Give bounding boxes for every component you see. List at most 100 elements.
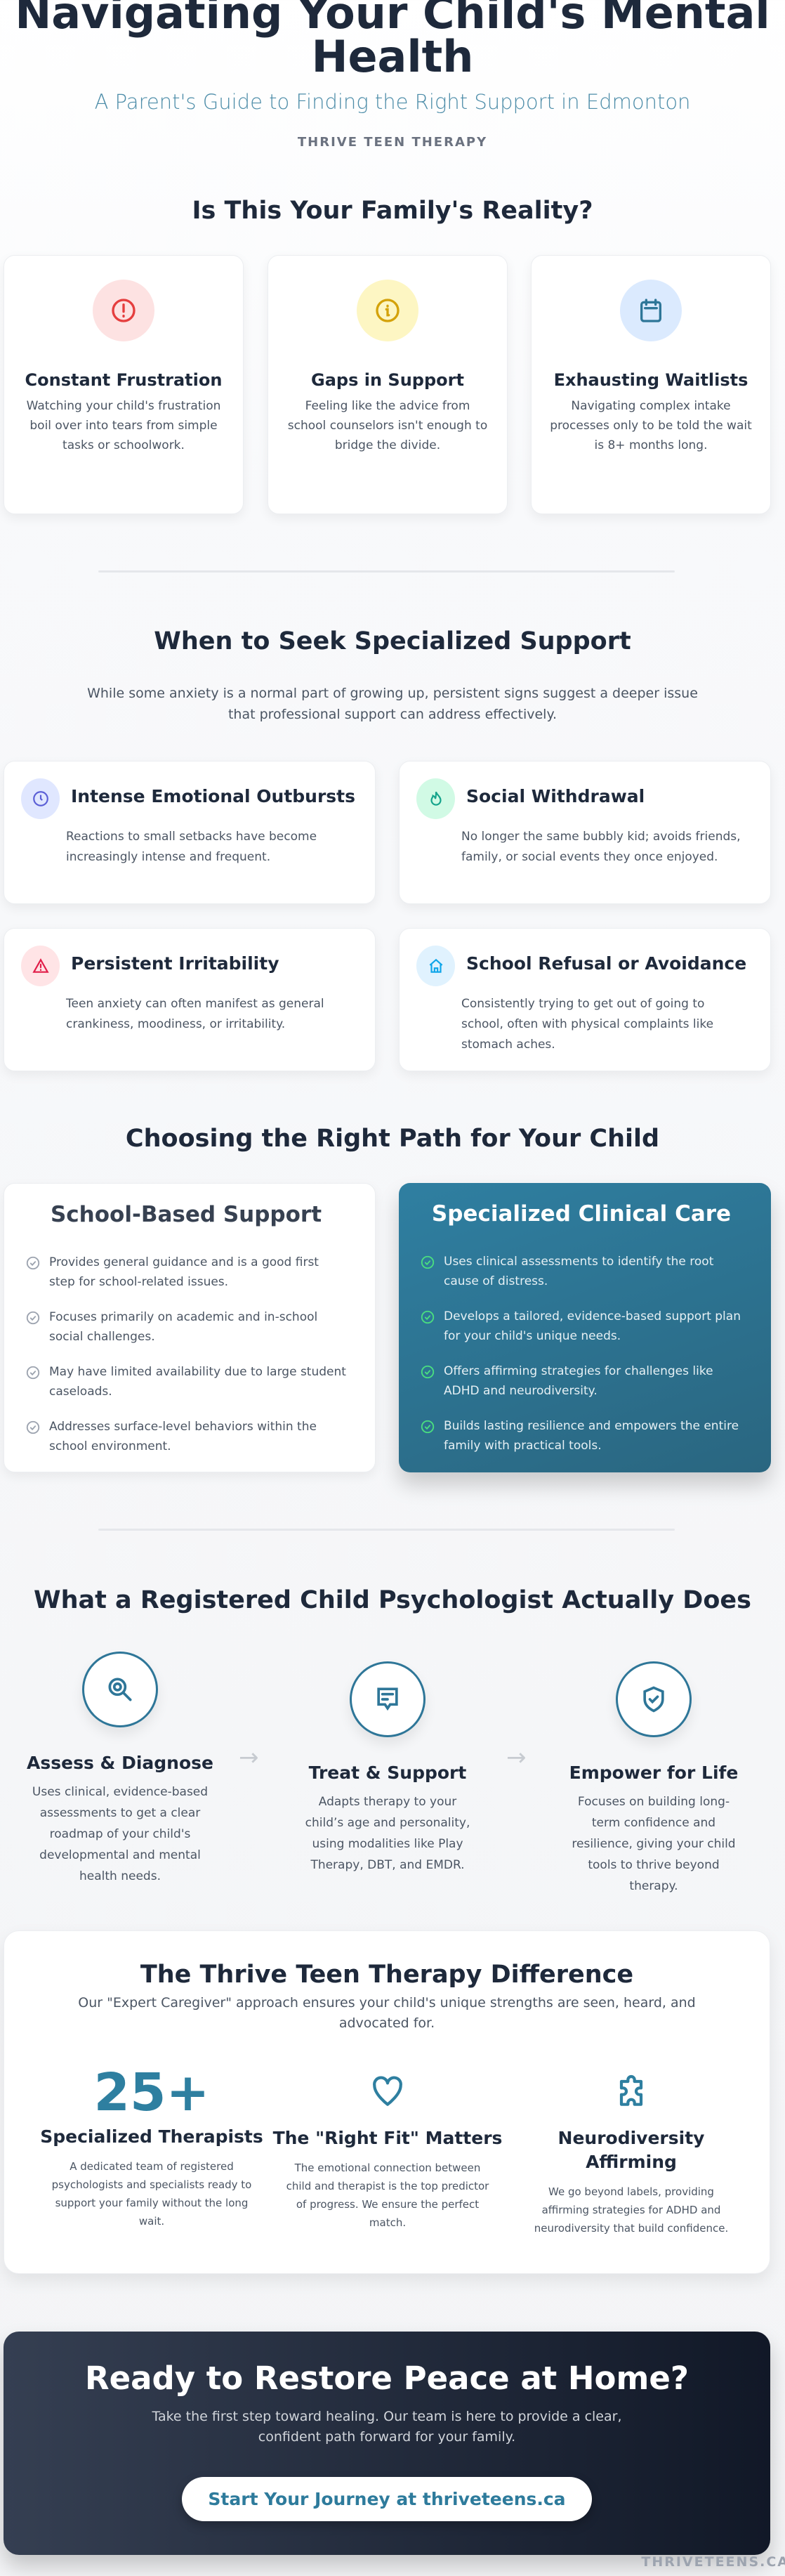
arrow-right-icon: → (239, 1744, 259, 1772)
list-item-text: Develops a tailored, evidence-based supp… (444, 1309, 741, 1343)
info-circle-icon (357, 280, 418, 341)
card-text: Feeling like the advice from school coun… (287, 399, 488, 452)
card-text: Watching your child's frustration boil o… (26, 399, 221, 452)
card-title: Social Withdrawal (466, 786, 645, 806)
card-text: Teen anxiety can often manifest as gener… (66, 997, 324, 1031)
list-item: Addresses surface-level behaviors within… (25, 1417, 347, 1456)
reality-card-gaps: Gaps in Support Feeling like the advice … (268, 255, 508, 514)
difference-card: The Thrive Teen Therapy Difference Our "… (4, 1930, 770, 2274)
step-text: Adapts therapy to your child’s age and p… (305, 1795, 470, 1872)
school-support-card: School-Based Support Provides general gu… (4, 1183, 376, 1472)
list-item: Develops a tailored, evidence-based supp… (420, 1307, 743, 1346)
step-title: Assess & Diagnose (27, 1753, 213, 1773)
check-circle-icon (26, 1366, 40, 1380)
card-title: School Refusal or Avoidance (466, 953, 747, 974)
card-text: Navigating complex intake processes only… (550, 399, 752, 452)
feature-text: We go beyond labels, providing affirming… (534, 2185, 729, 2235)
signs-heading: When to Seek Specialized Support (154, 627, 631, 655)
check-circle-icon (26, 1256, 40, 1270)
list-item-text: May have limited availability due to lar… (49, 1365, 346, 1399)
start-journey-button[interactable]: Start Your Journey at thriveteens.ca (182, 2477, 592, 2521)
list-item-text: Uses clinical assessments to identify th… (444, 1255, 714, 1288)
page-subtitle: A Parent's Guide to Finding the Right Su… (94, 90, 691, 114)
check-circle-icon (421, 1420, 435, 1434)
card-title: Gaps in Support (311, 370, 464, 390)
stat-value: 25+ (93, 2062, 210, 2123)
card-title: Persistent Irritability (71, 953, 279, 974)
card-title: Specialized Clinical Care (431, 1201, 732, 1227)
page-title: Navigating Your Child's Mental Health (15, 0, 770, 82)
shield-check-icon (616, 1661, 692, 1737)
check-circle-icon (26, 1420, 40, 1434)
check-circle-icon (421, 1365, 435, 1379)
card-title: Constant Frustration (25, 370, 223, 390)
feature-therapists: 25+ Specialized Therapists A dedicated t… (32, 2065, 271, 2230)
cta-banner: Ready to Restore Peace at Home? Take the… (4, 2332, 770, 2555)
feature-title: The "Right Fit" Matters (272, 2128, 503, 2148)
chat-icon (350, 1661, 426, 1737)
brand-label: THRIVE TEEN THERAPY (297, 135, 488, 150)
card-text: No longer the same bubbly kid; avoids fr… (461, 830, 741, 864)
flame-icon (416, 778, 455, 819)
check-circle-icon (421, 1310, 435, 1324)
reality-card-waitlists: Exhausting Waitlists Navigating complex … (531, 255, 771, 514)
puzzle-icon (512, 2072, 751, 2114)
feature-right-fit: The "Right Fit" Matters The emotional co… (268, 2072, 507, 2232)
search-icon (82, 1652, 158, 1727)
list-item: Builds lasting resilience and empowers t… (420, 1416, 743, 1456)
cta-text: Take the first step toward healing. Our … (152, 2409, 622, 2445)
list-item-text: Offers affirming strategies for challeng… (444, 1364, 713, 1398)
list-item-text: Provides general guidance and is a good … (49, 1255, 319, 1289)
list-item: Offers affirming strategies for challeng… (420, 1361, 743, 1401)
section-divider (98, 570, 675, 573)
list-item: Uses clinical assessments to identify th… (420, 1252, 743, 1291)
list-item-text: Addresses surface-level behaviors within… (49, 1420, 317, 1453)
difference-heading: The Thrive Teen Therapy Difference (140, 1961, 634, 1989)
list-item: Focuses primarily on academic and in-sch… (25, 1307, 347, 1347)
section-divider (98, 1529, 675, 1531)
calendar-icon (620, 280, 682, 341)
feature-title: Neurodiversity Affirming (558, 2128, 705, 2172)
difference-subtitle: Our "Expert Caregiver" approach ensures … (78, 1995, 696, 2031)
step-title: Treat & Support (308, 1763, 467, 1783)
clock-icon (21, 778, 60, 819)
step-text: Focuses on building long-term confidence… (572, 1795, 736, 1893)
steps-heading: What a Registered Child Psychologist Act… (34, 1586, 751, 1614)
reality-heading: Is This Your Family's Reality? (192, 197, 593, 225)
feature-text: The emotional connection between child a… (286, 2162, 489, 2229)
footer-brand: THRIVETEENS.CA (641, 2554, 785, 2570)
arrow-right-icon: → (506, 1744, 527, 1772)
card-text: Consistently trying to get out of going … (461, 997, 714, 1052)
card-title: School-Based Support (50, 1202, 322, 1227)
step-assess: Assess & Diagnose Uses clinical, evidenc… (15, 1652, 225, 1887)
clinical-care-card: Specialized Clinical Care Uses clinical … (399, 1183, 771, 1472)
signs-intro: While some anxiety is a normal part of g… (87, 686, 698, 722)
heart-icon (268, 2072, 507, 2114)
card-text: Reactions to small setbacks have become … (66, 830, 317, 864)
sign-card-irritability: Persistent Irritability Teen anxiety can… (4, 928, 376, 1071)
list-item: Provides general guidance and is a good … (25, 1253, 347, 1292)
list-item-text: Focuses primarily on academic and in-sch… (49, 1310, 318, 1344)
cta-heading: Ready to Restore Peace at Home? (85, 2360, 689, 2397)
card-title: Exhausting Waitlists (553, 370, 748, 390)
sign-card-withdrawal: Social Withdrawal No longer the same bub… (399, 761, 771, 904)
check-circle-icon (26, 1311, 40, 1325)
alert-circle-icon (93, 280, 154, 341)
sign-card-school-refusal: School Refusal or Avoidance Consistently… (399, 928, 771, 1071)
sign-card-outbursts: Intense Emotional Outbursts Reactions to… (4, 761, 376, 904)
feature-neurodiversity: Neurodiversity Affirming We go beyond la… (512, 2072, 751, 2237)
reality-card-frustration: Constant Frustration Watching your child… (4, 255, 244, 514)
warning-triangle-icon (21, 946, 60, 986)
paths-heading: Choosing the Right Path for Your Child (125, 1125, 660, 1153)
step-text: Uses clinical, evidence-based assessment… (32, 1785, 209, 1883)
step-treat: Treat & Support Adapts therapy to your c… (282, 1661, 493, 1876)
check-circle-icon (421, 1255, 435, 1269)
home-icon (416, 946, 455, 986)
card-title: Intense Emotional Outbursts (71, 786, 356, 806)
step-empower: Empower for Life Focuses on building lon… (548, 1661, 759, 1897)
step-title: Empower for Life (569, 1763, 739, 1783)
list-item-text: Builds lasting resilience and empowers t… (444, 1419, 739, 1453)
feature-text: A dedicated team of registered psycholog… (51, 2160, 252, 2228)
list-item: May have limited availability due to lar… (25, 1362, 347, 1401)
feature-title: Specialized Therapists (40, 2126, 263, 2147)
